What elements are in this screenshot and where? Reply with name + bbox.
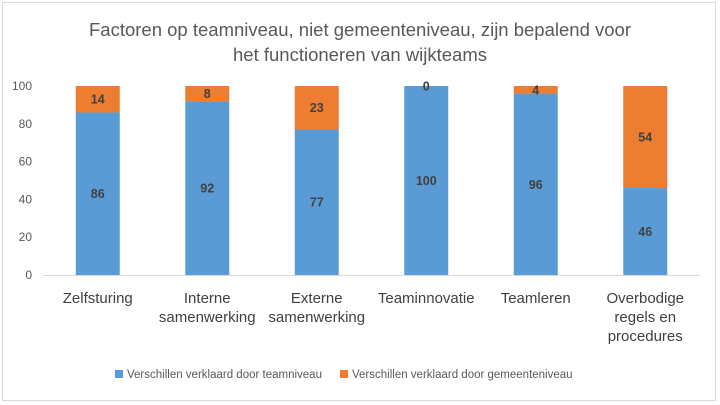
bar-segment [75,112,120,276]
bar-segment [185,86,230,102]
data-label: 0 [423,80,430,94]
bars: 86 14 92 8 77 23 100 0 96 4 46 54 [75,80,668,276]
legend-item: Verschillen verklaard door teamniveau [115,369,322,381]
bar-segment [294,86,339,130]
x-category-label: Overbodige [606,290,684,307]
data-label: 92 [200,182,214,196]
x-category-label: Teamleren [501,290,571,307]
chart-title-line: Factoren op teamniveau, niet gemeenteniv… [89,19,631,40]
y-tick-label: 40 [19,192,33,206]
x-axis: Zelfsturing Interne samenwerking Externe sam… [43,275,700,345]
x-category-label: Zelfsturing [63,290,133,307]
legend-item: Verschillen verklaard door gemeentenivea… [340,369,573,381]
data-label: 77 [310,196,324,210]
x-category-label: regels en [614,309,676,326]
legend-swatch [115,370,123,378]
bar-segment [513,86,558,94]
bar-segment [623,86,668,189]
y-tick-label: 60 [19,155,33,169]
data-label: 46 [638,225,652,239]
legend-label: Verschillen verklaard door gemeentenivea… [352,369,573,381]
data-label: 100 [416,174,437,188]
legend: Verschillen verklaard door teamniveau Ver… [115,369,573,381]
bar-segment [75,86,120,113]
chart-title-line: het functioneren van wijkteams [233,44,487,65]
y-tick-label: 100 [12,79,32,93]
data-label: 4 [532,83,539,97]
bar-segment [404,86,449,275]
data-label: 14 [91,93,105,107]
bar-segment [623,188,668,275]
data-label: 96 [529,178,543,192]
y-tick-label: 0 [25,268,32,282]
x-category-label: procedures [608,328,683,345]
y-tick-label: 80 [19,117,33,131]
bar-segment [513,93,558,275]
chart-frame [2,2,716,401]
data-label: 23 [310,101,324,115]
y-axis: 0 20 40 60 80 100 [12,79,32,282]
data-label: 86 [91,187,105,201]
bar-segment [294,129,339,275]
x-category-label: Interne [184,290,231,307]
x-category-label: Teaminnovatie [378,290,475,307]
y-tick-label: 20 [19,230,33,244]
data-label: 54 [638,131,652,145]
x-category-label: samenwerking [159,309,256,326]
data-label: 8 [204,87,211,101]
x-category-label: samenwerking [268,309,365,326]
x-category-label: Externe [291,290,343,307]
legend-label: Verschillen verklaard door teamniveau [127,369,322,381]
chart-title: Factoren op teamniveau, niet gemeenteniv… [89,19,631,65]
legend-swatch [340,370,348,378]
bar-segment [185,101,230,276]
